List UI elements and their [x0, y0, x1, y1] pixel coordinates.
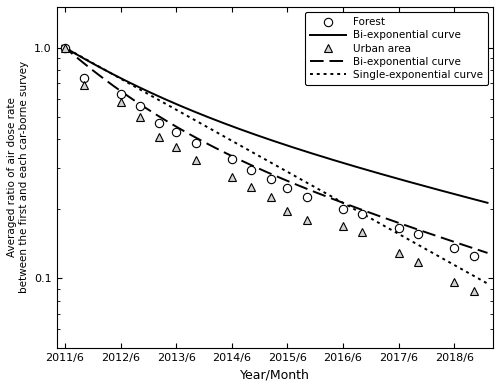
Legend: Forest, Bi-exponential curve, Urban area, Bi-exponential curve, Single-exponenti: Forest, Bi-exponential curve, Urban area… — [304, 12, 488, 85]
X-axis label: Year/Month: Year/Month — [240, 368, 310, 381]
Y-axis label: Averaged ratio of air dose rate
between the first and each car-borne survey: Averaged ratio of air dose rate between … — [7, 61, 28, 293]
